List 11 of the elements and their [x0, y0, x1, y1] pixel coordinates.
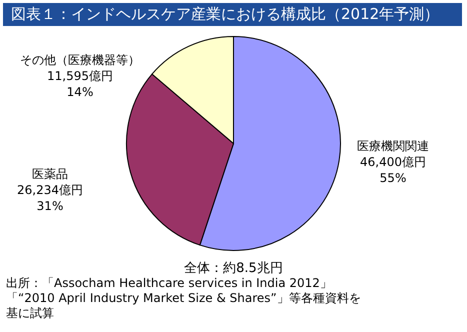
slice-label: 医療機関関連: [357, 139, 429, 153]
text: 「“2010 April Industry Market Size & Shares”」等各種資料を: [5, 291, 362, 306]
text: 出所：「Assocham Healthcare services in India 2012」: [5, 276, 333, 291]
data-label: 46,400億円 55%: [360, 155, 426, 185]
text: 基に試算: [5, 306, 55, 321]
slice-label: 医薬品: [32, 167, 68, 181]
data-label: 11,595億円 14%: [47, 69, 113, 99]
chart-title: 図表１：インドヘルスケア産業における構成比（2012年予測）: [3, 3, 462, 26]
text: 全体：約8.5兆円: [183, 261, 284, 276]
data-label: 26,234億円 31%: [17, 183, 83, 213]
slice-label: その他（医療機器等）: [20, 53, 140, 67]
